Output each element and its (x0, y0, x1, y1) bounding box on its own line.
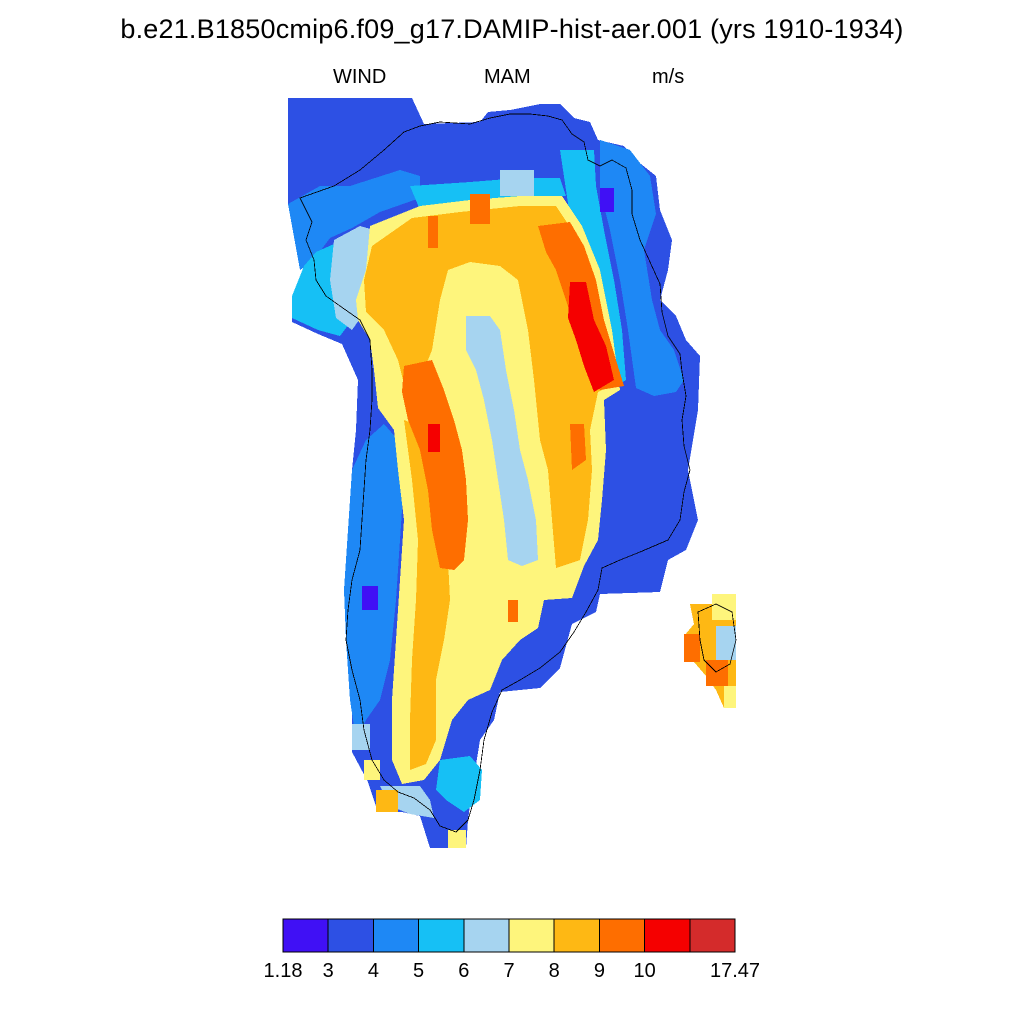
units-label: m/s (652, 66, 685, 88)
colorbar-box-4 (463, 918, 510, 953)
colorbar-box-1 (327, 918, 374, 953)
colorbar-box-6 (553, 918, 600, 953)
colorbar-box-3 (418, 918, 465, 953)
colorbar-tick-label: 5 (413, 960, 425, 982)
colorbar-box-2 (372, 918, 420, 953)
colorbar-tick-label: 1.18 (263, 960, 303, 982)
colorbar-tick-label: 10 (633, 960, 656, 982)
plot-title: b.e21.B1850cmip6.f09_g17.DAMIP-hist-aer.… (120, 14, 904, 44)
colorbar-tick-label: 8 (548, 960, 560, 982)
iceland-fragment (684, 594, 736, 708)
colorbar-box-0 (282, 918, 329, 953)
colorbar-tick-label: 4 (367, 960, 379, 982)
colorbar-tick-label: 9 (593, 960, 605, 982)
band-8-9 (364, 206, 614, 568)
colorbar-tick-label: 6 (458, 960, 470, 982)
colorbar-box-9 (689, 918, 736, 953)
colorbar-box-8 (644, 918, 691, 953)
coastline (299, 113, 691, 833)
colorbar-box-7 (598, 918, 646, 953)
season-label: MAM (484, 66, 531, 88)
core-6-7 (466, 316, 538, 566)
colorbar-tick-label: 7 (503, 960, 515, 982)
variable-label: WIND (333, 66, 387, 88)
colorbar-box-5 (508, 918, 555, 953)
map-field (288, 98, 736, 848)
colorbar-tick-label: 17.47 (709, 960, 761, 982)
colorbar-tick-label: 3 (322, 960, 334, 982)
